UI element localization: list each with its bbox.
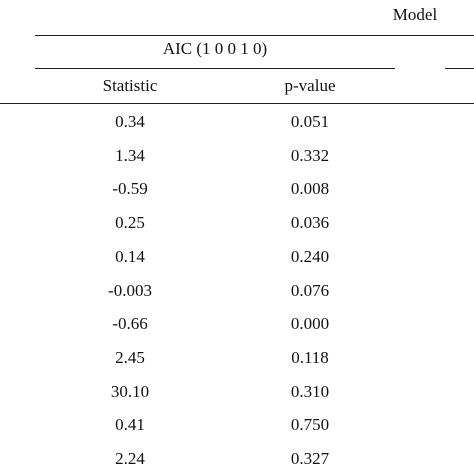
rule bbox=[35, 68, 395, 69]
table-cell: 0.076 bbox=[290, 280, 330, 300]
table-cell: 0.14 bbox=[115, 246, 145, 266]
table-cell: 1.34 bbox=[115, 145, 145, 165]
column-header: p-value bbox=[284, 76, 336, 95]
rule bbox=[0, 103, 474, 104]
table-cell: 0.000 bbox=[290, 314, 330, 334]
table-cell: 0.332 bbox=[290, 145, 330, 165]
model-header: Model bbox=[392, 5, 438, 24]
table-cell: 2.45 bbox=[115, 347, 145, 367]
table-cell: 0.051 bbox=[290, 112, 330, 131]
column-header: Statistic bbox=[102, 76, 158, 95]
table-cell: 0.036 bbox=[290, 213, 330, 233]
table-cell: -0.66 bbox=[112, 314, 148, 334]
table-cell: 0.327 bbox=[290, 449, 330, 468]
table-cell: 0.34 bbox=[115, 112, 145, 131]
table-cell: 0.008 bbox=[290, 179, 330, 199]
table-cell: 0.118 bbox=[291, 347, 329, 367]
group-header: AIC (1 0 0 1 0) bbox=[162, 39, 268, 58]
rule bbox=[445, 68, 474, 69]
table-cell: 30.10 bbox=[110, 381, 150, 401]
table-cell: 0.750 bbox=[290, 415, 330, 435]
table-cell: -0.59 bbox=[112, 179, 148, 199]
table-cell: 0.41 bbox=[115, 415, 145, 435]
table-cell: 0.310 bbox=[290, 381, 330, 401]
table-cell: -0.003 bbox=[108, 280, 152, 300]
table-cell: 2.24 bbox=[115, 449, 145, 468]
rule bbox=[35, 35, 474, 36]
table-cell: 0.25 bbox=[115, 213, 145, 233]
table-cell: 0.240 bbox=[290, 246, 330, 266]
